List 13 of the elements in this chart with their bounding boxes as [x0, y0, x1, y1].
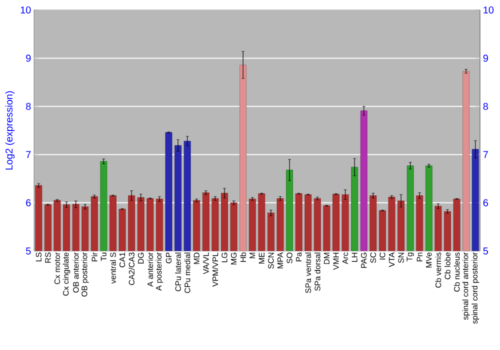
- y2-tick-label: 7: [483, 151, 488, 158]
- y-tick-label: 10: [20, 6, 31, 14]
- y-tick-label: 7: [26, 151, 31, 158]
- y-axis-title: Log2 (expression): [5, 91, 15, 170]
- y2-tick-label: 10: [484, 6, 494, 14]
- y2-tick-label: 6: [483, 199, 488, 206]
- y2-tick-label: 8: [483, 102, 488, 110]
- y2-tick-label: 5: [483, 248, 488, 254]
- y-tick-label: 5: [26, 248, 31, 254]
- y-tick-label: 8: [26, 102, 31, 110]
- y2-tick-label: 9: [483, 54, 488, 62]
- y-tick-label: 9: [26, 54, 31, 62]
- y-tick-label: 6: [26, 199, 31, 206]
